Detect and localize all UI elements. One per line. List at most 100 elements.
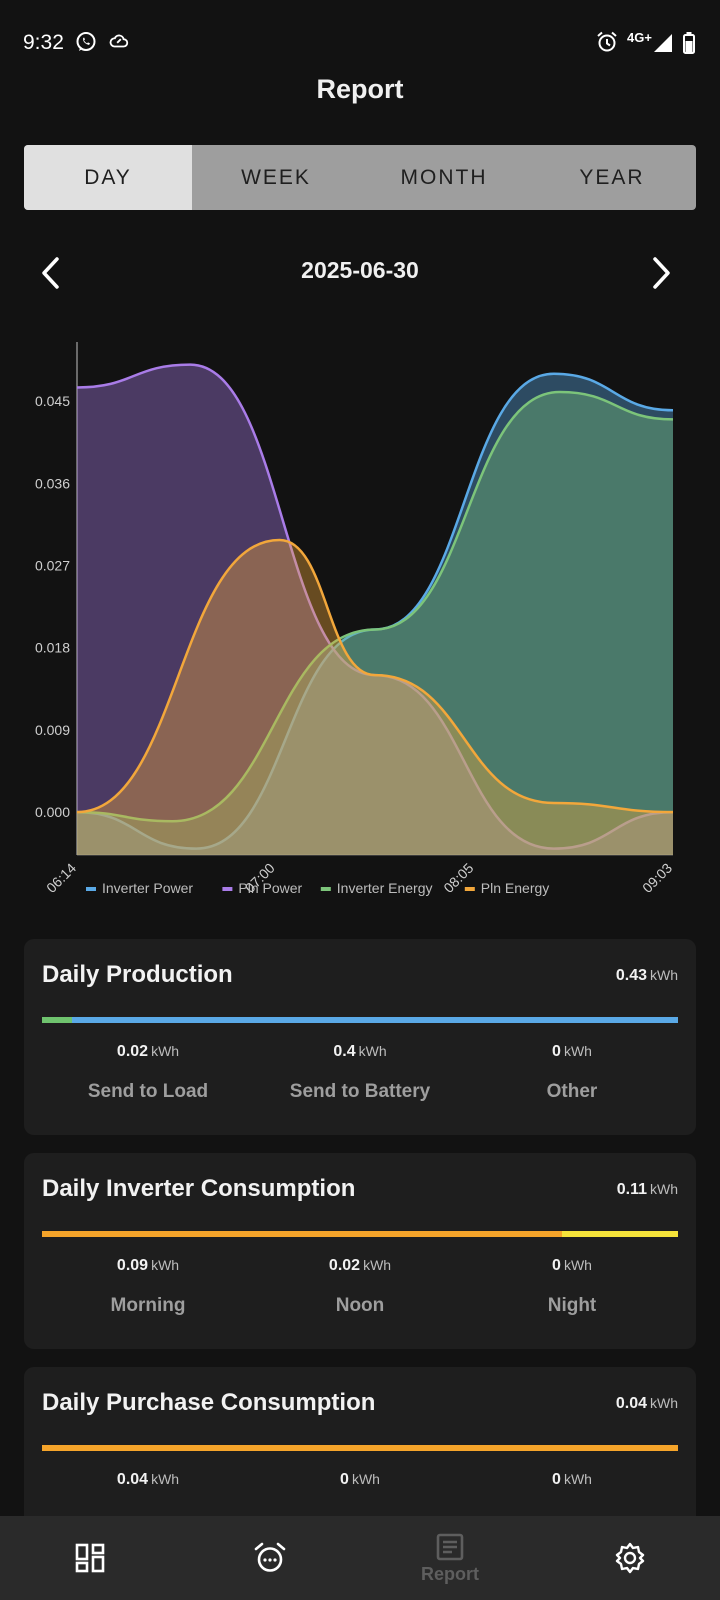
legend-swatch — [320, 887, 331, 891]
bar-segment — [42, 1017, 72, 1023]
metric-value: 0.02 — [116, 1043, 149, 1060]
y-tick-label: 0.000 — [35, 804, 70, 820]
card-total-value: 0.04 — [615, 1395, 647, 1412]
card-total-unit: kWh — [650, 967, 678, 983]
metric-value: 0.04 — [116, 1471, 149, 1488]
legend-label: Inverter Energy — [337, 880, 433, 896]
daily-inverter-consumption-card: Daily Inverter Consumption 0.11 kWh 0.09 k… — [24, 1153, 696, 1349]
purchase-consumption-progress-bar — [42, 1445, 678, 1451]
metric-unit: kWh — [563, 1257, 592, 1273]
tab-year[interactable]: YEAR — [579, 165, 645, 189]
metric-label: Morning — [110, 1295, 186, 1316]
series-area — [77, 539, 673, 855]
y-tick-label: 0.027 — [35, 558, 70, 574]
legend-swatch — [86, 887, 96, 891]
network-type: 4G+ — [627, 30, 652, 45]
metric-value: 0.02 — [328, 1257, 361, 1274]
metric-value: 0.4 — [333, 1043, 356, 1060]
card-total: 0.11 kWh — [617, 1181, 678, 1199]
production-metrics: 0.02 kWh Send to Load 0.4 kWh Send to Batt… — [42, 1043, 678, 1103]
card-total-value: 0.11 — [616, 1181, 647, 1198]
metric-morning: 0.09 kWh Morning — [42, 1257, 254, 1317]
alarm-icon — [254, 1542, 286, 1572]
metric-value: 0.09 — [116, 1257, 149, 1274]
status-time: 9:32 — [23, 31, 64, 54]
legend-swatch — [464, 887, 475, 891]
legend-swatch — [222, 887, 233, 891]
report-icon — [436, 1533, 464, 1560]
card-total-unit: kWh — [650, 1181, 678, 1197]
nav-dashboard[interactable] — [60, 1516, 120, 1600]
metric-noon: 0.02 kWh Noon — [254, 1257, 466, 1317]
x-tick-label: 09:03 — [639, 860, 675, 896]
bar-segment — [562, 1231, 678, 1237]
metric-unit: kWh — [351, 1471, 380, 1487]
nav-report[interactable]: Report — [400, 1516, 500, 1600]
metric-unit: kWh — [563, 1471, 592, 1487]
settings-icon — [615, 1542, 645, 1574]
series-line — [76, 390, 674, 823]
page-title: Report — [316, 74, 404, 104]
metric-unit: kWh — [151, 1471, 180, 1487]
metric-other: 0 kWh Other — [466, 1043, 678, 1103]
card-total-unit: kWh — [650, 1395, 678, 1411]
purchase-consumption-metrics: 0.04 kWh 0 kWh 0 kWh — [42, 1471, 678, 1489]
dashboard-icon — [75, 1543, 105, 1573]
nav-settings[interactable] — [600, 1516, 660, 1600]
metric-label: Other — [546, 1081, 598, 1102]
alarm-status-icon — [597, 31, 617, 52]
metric-value: 0 — [552, 1257, 561, 1274]
tab-day[interactable]: DAY — [24, 145, 192, 210]
metric-purchase-1: 0.04 kWh — [42, 1471, 254, 1489]
battery-icon — [683, 32, 695, 54]
y-tick-label: 0.009 — [35, 722, 70, 738]
date-navigator: 2025-06-30 — [0, 245, 720, 301]
card-title: Daily Production — [42, 961, 233, 988]
metric-unit: kWh — [151, 1043, 180, 1059]
cloud-icon — [109, 34, 129, 48]
metric-value: 0 — [552, 1043, 561, 1060]
signal-icon — [654, 34, 672, 52]
metric-unit: kWh — [358, 1043, 387, 1059]
card-title: Daily Purchase Consumption — [42, 1389, 376, 1416]
card-title: Daily Inverter Consumption — [42, 1175, 356, 1202]
metric-send-to-battery: 0.4 kWh Send to Battery — [254, 1043, 466, 1103]
period-tabs: DAY WEEK MONTH YEAR — [24, 145, 696, 210]
inverter-consumption-progress-bar — [42, 1231, 678, 1237]
tab-week[interactable]: WEEK — [241, 165, 311, 189]
tab-month[interactable]: MONTH — [400, 165, 488, 189]
card-total-value: 0.43 — [615, 967, 647, 984]
metric-purchase-2: 0 kWh — [254, 1471, 466, 1489]
y-tick-label: 0.045 — [35, 393, 70, 409]
metric-value: 0 — [552, 1471, 561, 1488]
legend-label: Inverter Power — [102, 880, 193, 896]
series-line — [76, 538, 674, 814]
bar-segment — [42, 1445, 678, 1451]
bar-segment — [71, 1017, 678, 1023]
legend-label: Pln Power — [238, 880, 302, 896]
nav-alarm[interactable] — [240, 1516, 300, 1600]
metric-label: Send to Battery — [289, 1081, 431, 1102]
chevron-left-icon[interactable] — [32, 253, 72, 293]
series-area — [77, 373, 673, 855]
daily-production-card: Daily Production 0.43 kWh 0.02 kWh Send to… — [24, 939, 696, 1135]
x-tick-label: 06:14 — [43, 860, 79, 896]
inverter-consumption-metrics: 0.09 kWh Morning 0.02 kWh Noon 0 kWh Night — [42, 1257, 678, 1317]
metric-purchase-3: 0 kWh — [466, 1471, 678, 1489]
metric-unit: kWh — [563, 1043, 592, 1059]
metric-label: Night — [547, 1295, 597, 1316]
nav-report-label: Report — [421, 1563, 479, 1584]
metric-label: Noon — [335, 1295, 385, 1316]
metric-send-to-load: 0.02 kWh Send to Load — [42, 1043, 254, 1103]
metric-unit: kWh — [151, 1257, 180, 1273]
status-bar: 9:32 4G+ — [0, 0, 720, 86]
chevron-right-icon[interactable] — [640, 253, 680, 293]
series-area — [77, 364, 673, 855]
card-total: 0.04 kWh — [616, 1395, 678, 1413]
bar-segment — [42, 1231, 563, 1237]
legend-label: Pln Energy — [481, 880, 549, 896]
metric-label: Send to Load — [87, 1081, 209, 1102]
production-progress-bar — [42, 1017, 678, 1023]
